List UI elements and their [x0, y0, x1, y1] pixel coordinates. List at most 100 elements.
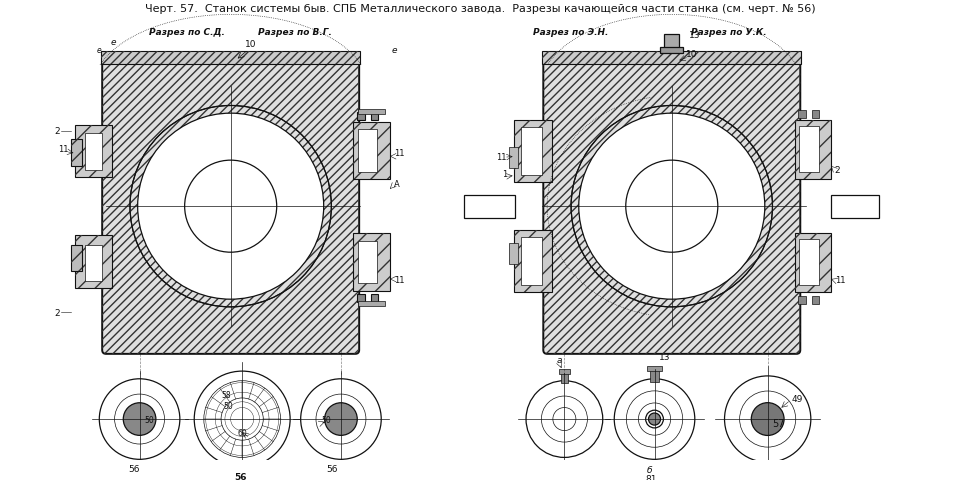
Bar [358, 109, 385, 114]
Circle shape [725, 376, 811, 462]
Text: б: б [647, 466, 653, 475]
Text: 10: 10 [686, 49, 698, 59]
Text: 56: 56 [326, 465, 338, 474]
Text: 50: 50 [144, 416, 155, 425]
Bar [795, 120, 831, 180]
Bar [664, 34, 680, 51]
Bar [101, 51, 360, 64]
Text: 57: 57 [773, 419, 785, 429]
Text: 50: 50 [223, 402, 232, 411]
Text: е: е [392, 46, 397, 55]
Text: 56: 56 [128, 465, 139, 474]
Bar [101, 51, 360, 64]
Bar [660, 47, 684, 53]
Bar [357, 294, 365, 302]
Text: 10: 10 [245, 40, 256, 49]
Bar [647, 366, 662, 371]
Circle shape [194, 371, 290, 467]
Text: 11: 11 [835, 276, 846, 285]
Circle shape [324, 403, 357, 435]
Bar [357, 294, 365, 302]
Circle shape [614, 379, 695, 459]
Text: 1: 1 [502, 170, 507, 180]
Text: 2: 2 [835, 166, 840, 175]
Circle shape [579, 113, 765, 299]
Text: 11: 11 [394, 149, 404, 158]
Bar [75, 235, 111, 288]
Bar [514, 120, 552, 182]
FancyBboxPatch shape [102, 59, 359, 354]
Bar [561, 373, 568, 383]
Bar [800, 239, 819, 285]
Circle shape [130, 106, 331, 307]
Circle shape [649, 413, 660, 425]
Circle shape [99, 379, 180, 459]
Bar [75, 125, 111, 178]
Bar [514, 230, 552, 292]
Text: Разрез по В.Г.: Разрез по В.Г. [257, 28, 331, 37]
Bar [542, 51, 802, 64]
Bar [75, 125, 111, 178]
Circle shape [137, 113, 324, 299]
Text: Разрез по С.Д.: Разрез по С.Д. [149, 28, 225, 37]
Circle shape [526, 381, 603, 457]
Bar [542, 51, 802, 64]
Bar [357, 112, 365, 120]
Text: 13: 13 [689, 31, 701, 40]
Text: Разрез по У.К.: Разрез по У.К. [691, 28, 767, 37]
Bar [357, 112, 365, 120]
Bar [84, 244, 102, 281]
Text: а: а [557, 357, 563, 365]
Bar [371, 294, 378, 302]
Bar [371, 294, 378, 302]
Bar [795, 233, 831, 292]
Bar [84, 133, 102, 170]
Bar [647, 366, 662, 371]
Text: 2: 2 [54, 127, 60, 136]
Text: 81: 81 [645, 475, 657, 480]
Bar [353, 233, 390, 290]
Bar [799, 296, 806, 304]
Bar [800, 126, 819, 172]
Bar [509, 147, 518, 168]
Bar [812, 110, 820, 118]
Bar [514, 230, 552, 292]
Bar [353, 122, 390, 180]
Bar [464, 195, 516, 217]
Bar [812, 110, 820, 118]
Bar [509, 147, 518, 168]
Text: 50: 50 [322, 416, 331, 425]
Bar [795, 233, 831, 292]
Circle shape [300, 379, 381, 459]
Text: е: е [110, 38, 116, 47]
Circle shape [752, 403, 784, 435]
Bar [799, 296, 806, 304]
Bar [353, 233, 390, 290]
Bar [521, 237, 542, 285]
Text: Разрез по Э.Н.: Разрез по Э.Н. [533, 28, 608, 37]
Circle shape [184, 160, 276, 252]
Bar [371, 112, 378, 120]
Bar [358, 240, 377, 283]
Bar [509, 242, 518, 264]
Bar [70, 139, 82, 166]
Bar [795, 120, 831, 180]
Bar [353, 122, 390, 180]
Circle shape [123, 403, 156, 435]
Text: 11: 11 [58, 144, 68, 154]
Text: А: А [394, 180, 399, 189]
Circle shape [571, 106, 773, 307]
Bar [75, 235, 111, 288]
Bar [831, 195, 879, 217]
Bar [664, 34, 680, 51]
Bar [812, 296, 820, 304]
Bar [358, 301, 385, 306]
Bar [70, 139, 82, 166]
Circle shape [626, 160, 718, 252]
Bar [371, 112, 378, 120]
Bar [561, 373, 568, 383]
Bar [559, 369, 570, 374]
Text: 49: 49 [792, 395, 803, 404]
Bar [70, 244, 82, 271]
Text: 11: 11 [496, 153, 507, 162]
